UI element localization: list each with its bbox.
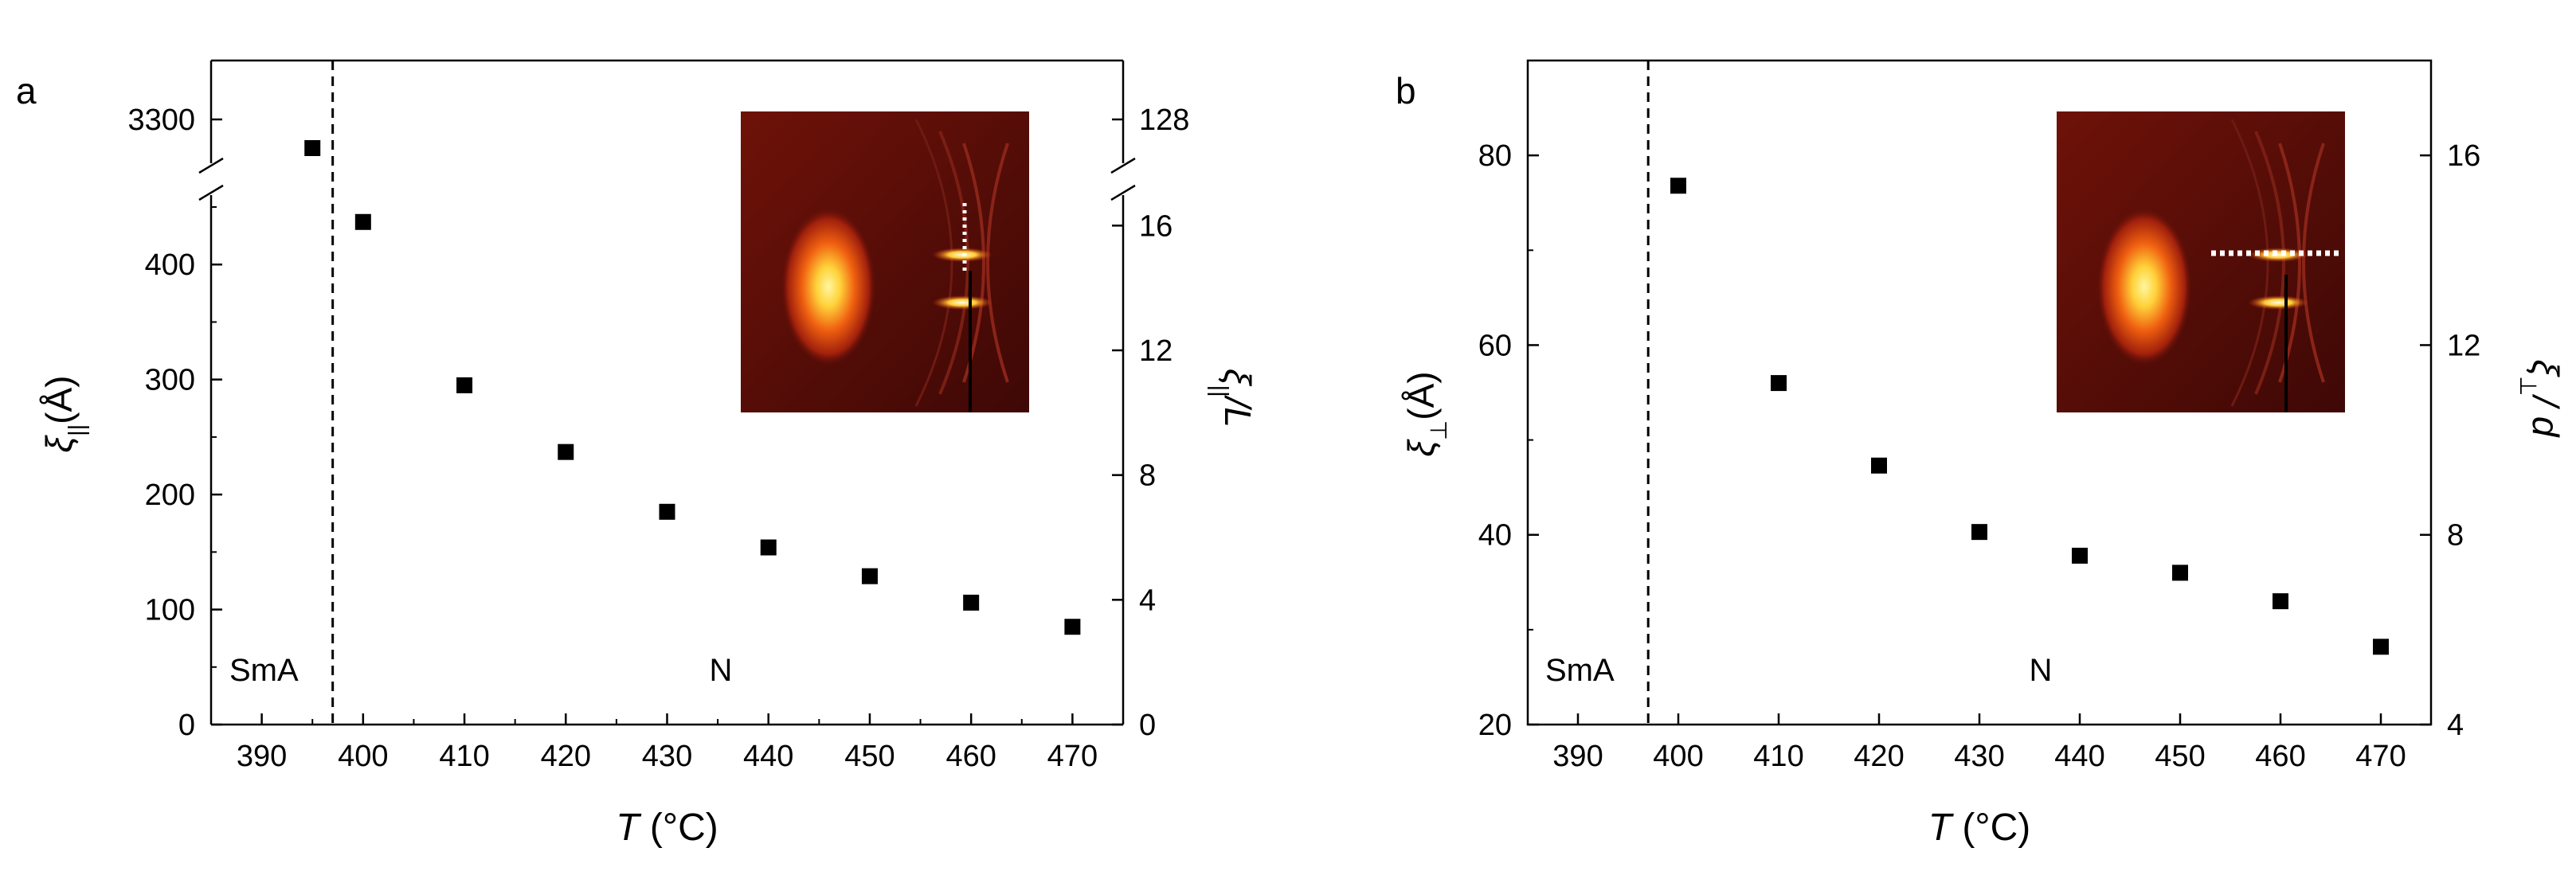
y2-tick-label: 8 (1139, 459, 1156, 493)
x-tick-label: 420 (1854, 740, 1904, 773)
data-point (1871, 457, 1887, 474)
data-point (558, 443, 574, 460)
x-tick-label: 410 (1753, 740, 1803, 773)
panel-a-letter: a (16, 70, 37, 111)
data-point (2072, 547, 2088, 564)
x-tick-label: 400 (1653, 740, 1703, 773)
data-point (304, 140, 321, 156)
x-tick-label: 460 (2255, 740, 2305, 773)
y2-tick-label: 4 (1139, 584, 1156, 617)
x-tick-label: 400 (338, 740, 388, 773)
data-point (354, 213, 371, 230)
phase-label-n: N (2030, 653, 2053, 688)
y-tick-label: 200 (145, 479, 195, 512)
data-point (456, 377, 473, 393)
data-point (963, 594, 980, 611)
plot-area-b: 390 400 410 420 430 440 450 460 470 20 40 60 80 4 8 12 1… (1400, 59, 2566, 849)
panel-b-letter: b (1396, 70, 1416, 111)
axis-break-left-1 (198, 157, 224, 174)
x-axis-label: T (°C) (616, 807, 718, 849)
x-tick-label: 420 (541, 740, 591, 773)
x-tick-label: 450 (844, 740, 895, 773)
y2-tick-label: 12 (1139, 334, 1173, 368)
y-tick-label: 100 (145, 594, 195, 627)
axis-break-right-1 (1110, 157, 1136, 174)
plot-area-a: 390 400 410 420 430 440 450 460 470 0 100 200 300 400… (38, 59, 1259, 849)
y-tick-label-upper: 3300 (127, 104, 195, 137)
x-tick-label: 460 (945, 740, 996, 773)
data-point (659, 503, 675, 520)
data-point (861, 568, 878, 584)
x-axis-label: T (°C) (1928, 807, 2031, 849)
x-tick-label: 390 (237, 740, 287, 773)
x-tick-label: 450 (2155, 740, 2205, 773)
data-point (2172, 565, 2188, 581)
y-axis-label-right: ξ⊥/ d (2515, 360, 2566, 438)
panel-a: a 390 400 410 420 430 440 450 460 470 0 100 200 300 4… (16, 59, 1259, 849)
x-tick-label: 430 (1954, 740, 2004, 773)
axis-break-right-2 (1110, 184, 1136, 201)
axis-break-left-2 (198, 184, 224, 201)
x-tick-label: 440 (743, 740, 793, 773)
x-tick-label: 470 (1047, 740, 1098, 773)
phase-label-sma: SmA (229, 653, 299, 688)
y-tick-label: 400 (145, 248, 195, 282)
y2-tick-label-upper: 128 (1139, 104, 1189, 137)
inset-diffraction-a (741, 111, 1029, 412)
x-tick-label: 430 (642, 740, 692, 773)
phase-label-n: N (710, 653, 733, 688)
inset-diffraction-b (2057, 111, 2345, 412)
y-tick-label: 80 (1478, 139, 1512, 173)
x-tick-label: 470 (2355, 740, 2406, 773)
data-point (1670, 178, 1686, 194)
y-tick-label: 60 (1478, 329, 1512, 362)
x-tick-label: 410 (439, 740, 489, 773)
y2-tick-label: 16 (1139, 209, 1173, 243)
y-axis-label-left: ξ⊥(Å) (1400, 371, 1452, 456)
y2-tick-label: 4 (2447, 709, 2464, 742)
phase-label-sma: SmA (1545, 653, 1615, 688)
y-tick-label: 40 (1478, 519, 1512, 553)
y-tick-label: 20 (1478, 709, 1512, 742)
y-axis-label-left: ξ||(Å) (38, 376, 90, 453)
y-tick-label: 0 (178, 709, 195, 742)
y2-tick-label: 16 (2447, 139, 2480, 173)
data-point (2273, 593, 2288, 610)
panel-b: b 390 400 410 420 430 440 450 460 470 20 40 60 80 4 8 1… (1396, 59, 2566, 849)
y-tick-label: 300 (145, 364, 195, 397)
y2-tick-label: 0 (1139, 709, 1156, 742)
y2-tick-label: 12 (2447, 329, 2480, 362)
data-point (1771, 375, 1787, 392)
x-tick-label: 440 (2054, 740, 2104, 773)
data-point (1064, 619, 1081, 635)
data-point (1971, 524, 1987, 541)
y-axis-label-right: ξ||/L (1207, 369, 1259, 428)
data-point (2373, 639, 2389, 655)
data-point (760, 539, 777, 556)
y2-tick-label: 8 (2447, 519, 2464, 553)
x-tick-label: 390 (1552, 740, 1603, 773)
